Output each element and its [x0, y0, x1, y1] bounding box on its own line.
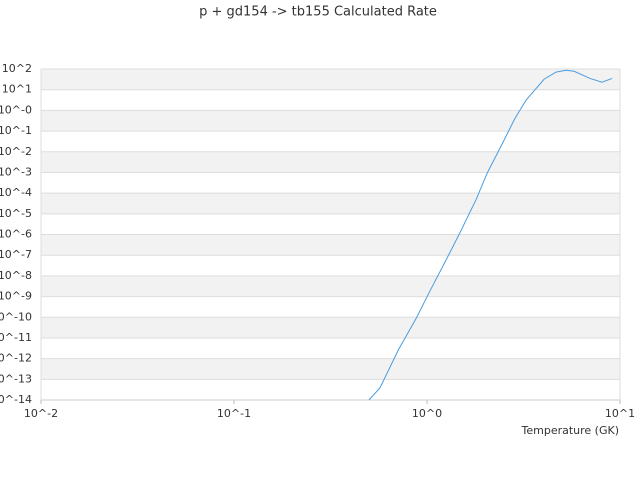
y-tick-label: 10^-2 [0, 145, 32, 158]
y-tick-label: 10^-8 [0, 269, 32, 282]
x-tick-label: 10^-1 [217, 407, 251, 420]
y-tick-label: 10^-13 [0, 372, 32, 385]
grid-band [41, 358, 620, 380]
y-tick-label: 10^-0 [0, 103, 32, 116]
y-tick-label: 10^-11 [0, 331, 32, 344]
grid-band [41, 151, 620, 173]
grid-band [41, 110, 620, 132]
y-tick-label: 10^-4 [0, 186, 32, 199]
x-tick-label: 10^1 [605, 407, 635, 420]
x-tick-label: 10^-2 [24, 407, 58, 420]
grid-band [41, 193, 620, 214]
data-line [368, 69, 613, 401]
y-tick-label: 10^-14 [0, 393, 32, 406]
y-tick-label: 10^-7 [0, 248, 32, 261]
x-tick-label: 10^0 [412, 407, 442, 420]
grid-band [41, 234, 620, 256]
y-tick-label: 10^-3 [0, 165, 32, 178]
y-tick-label: 10^-10 [0, 310, 32, 323]
grid-band [41, 317, 620, 338]
y-tick-label: 10^-12 [0, 352, 32, 365]
y-tick-label: 10^-6 [0, 228, 32, 241]
y-tick-label: 10^2 [2, 62, 32, 75]
y-tick-label: 10^-5 [0, 207, 32, 220]
grid-band [41, 69, 620, 90]
y-tick-label: 10^1 [2, 83, 32, 96]
y-tick-label: 10^-9 [0, 290, 32, 303]
grid-band [41, 275, 620, 297]
x-axis-label: Temperature (GK) [521, 424, 620, 437]
y-tick-label: 10^-1 [0, 124, 32, 137]
chart-title: p + gd154 -> tb155 Calculated Rate [199, 5, 437, 20]
